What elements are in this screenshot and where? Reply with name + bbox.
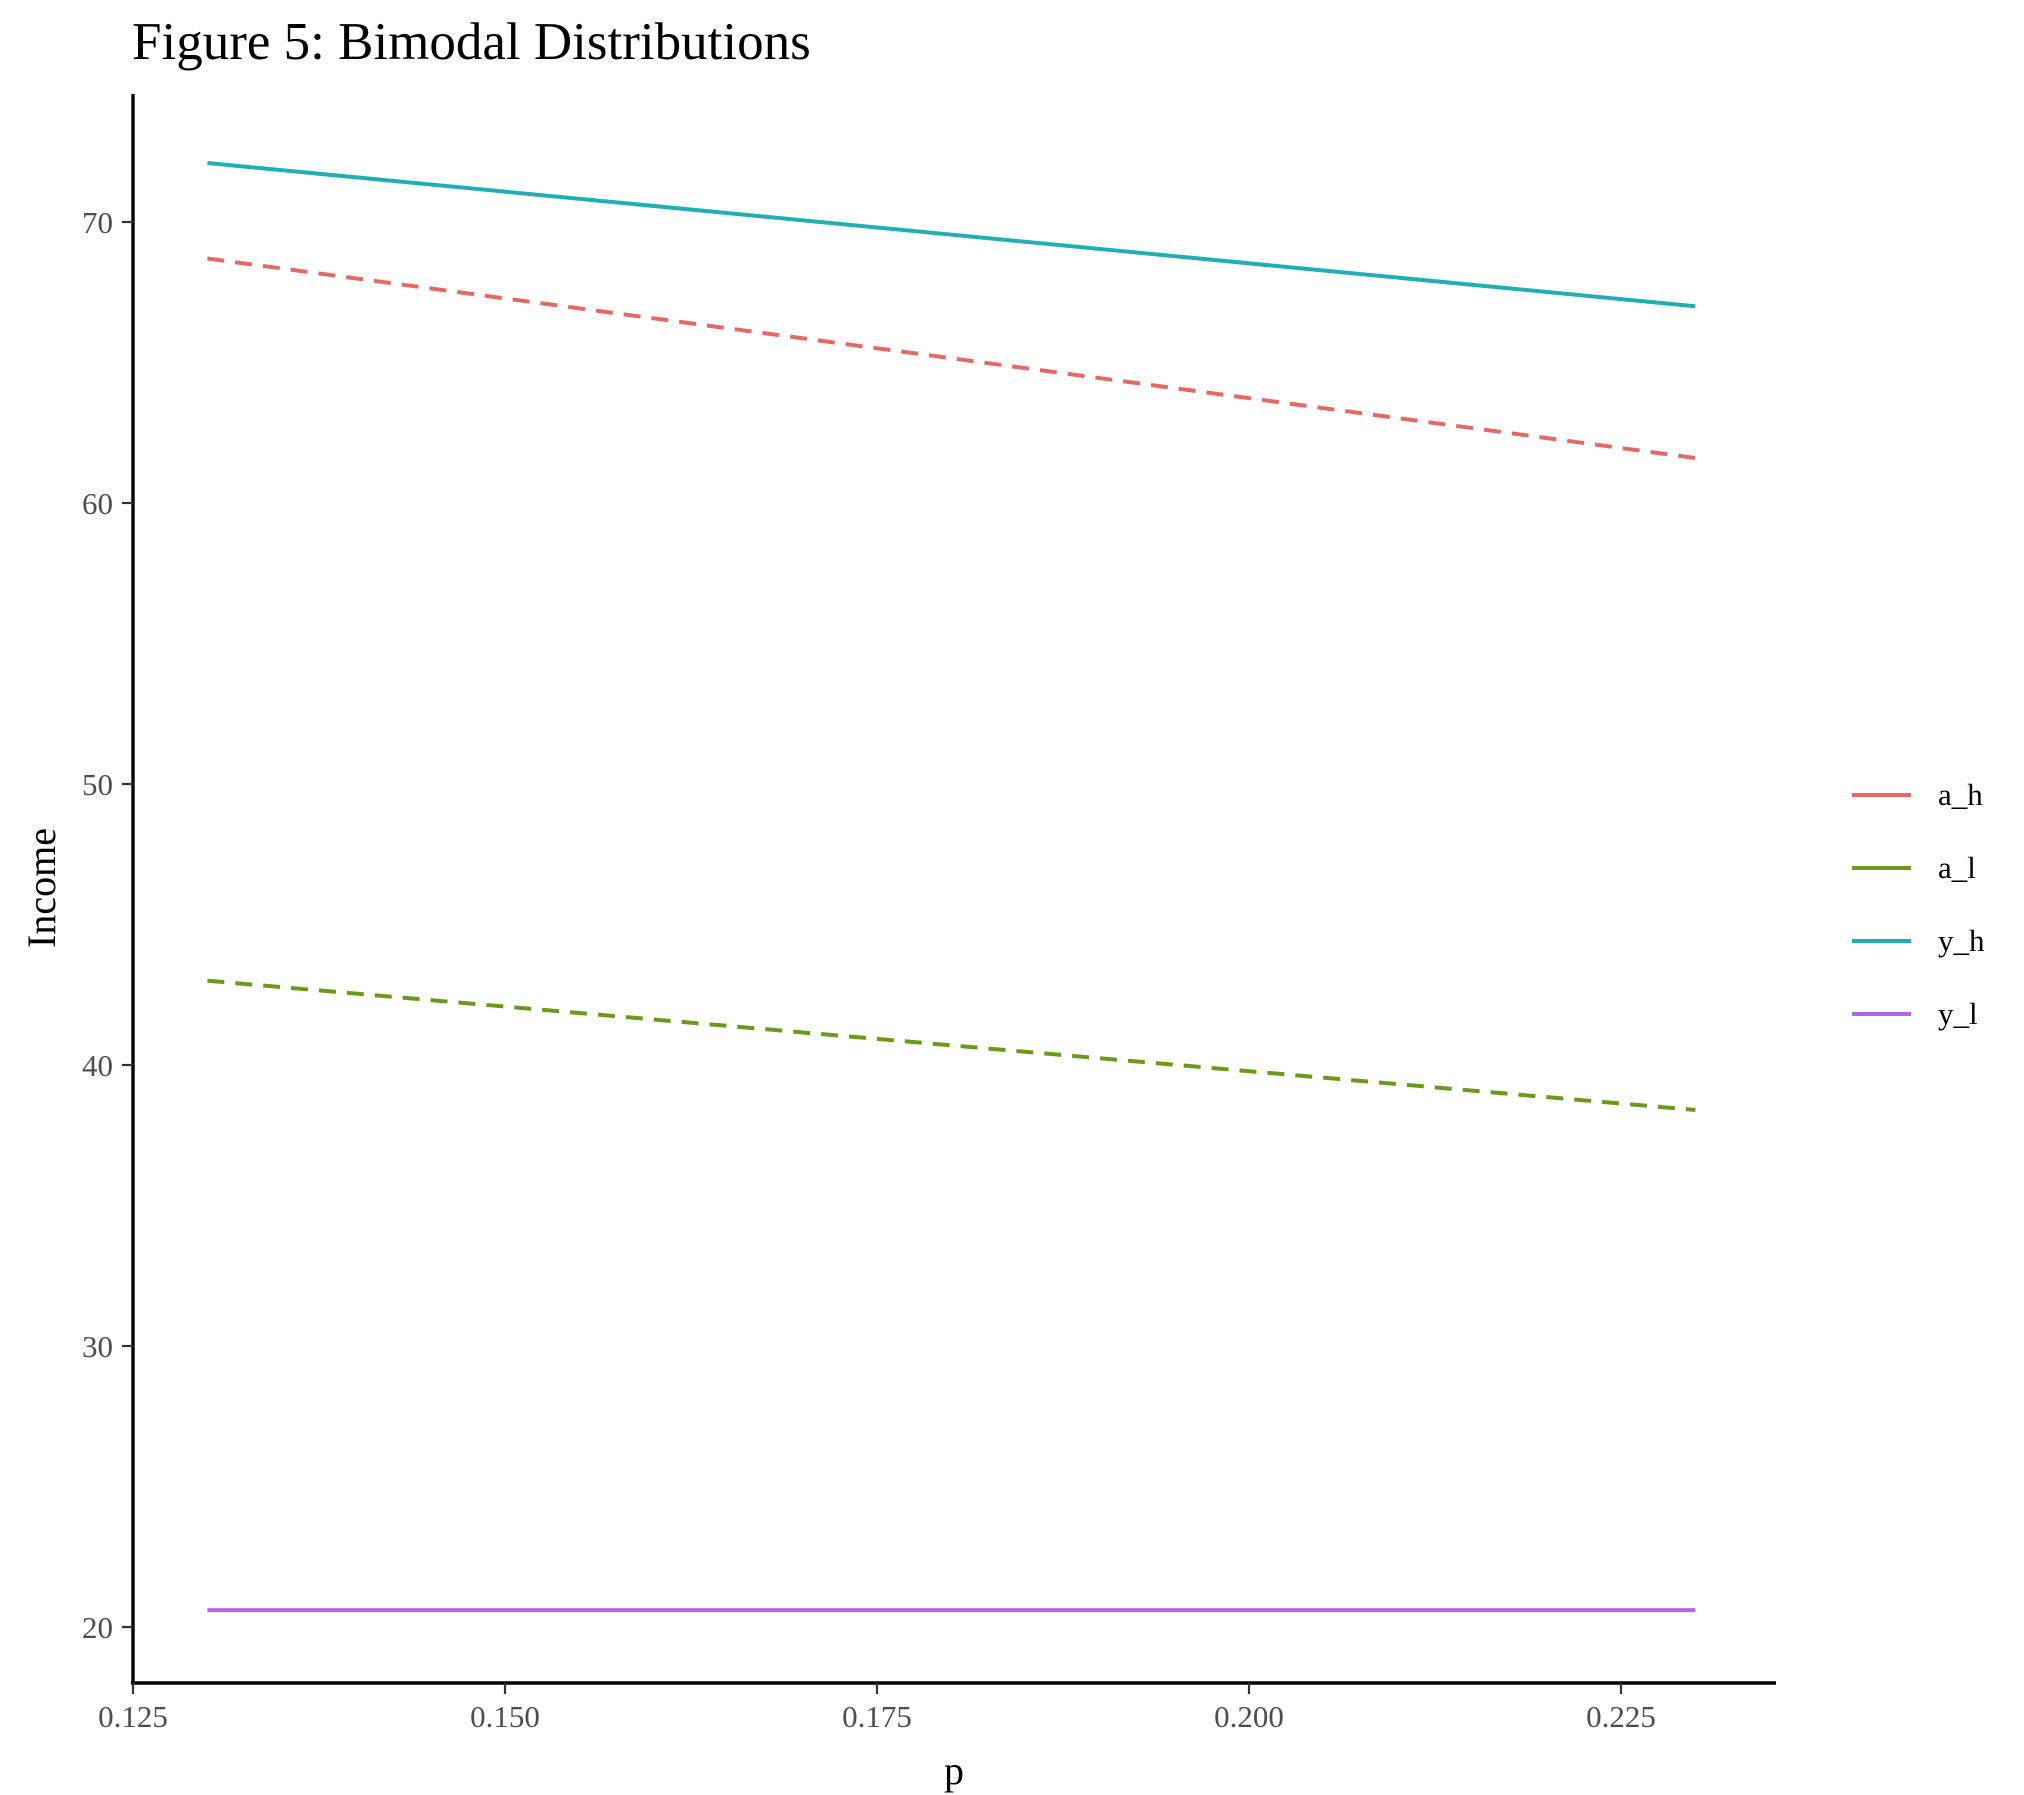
y-tick-label: 20	[82, 1610, 113, 1645]
legend-item-y-l: y_l	[1852, 996, 1978, 1031]
legend-label: a_h	[1938, 777, 1983, 812]
x-tick-label: 0.150	[470, 1699, 540, 1734]
series-line-a-l	[207, 978, 1696, 1112]
legend-label: y_h	[1938, 923, 1985, 958]
y-tick-label: 70	[82, 205, 113, 240]
series-line-a-h	[207, 256, 1696, 460]
series-layer	[207, 161, 1696, 1613]
y-tick-label: 60	[82, 486, 113, 521]
x-tick-label: 0.175	[842, 1699, 912, 1734]
x-tick-label: 0.200	[1214, 1699, 1284, 1734]
x-axis-title: p	[944, 1748, 964, 1793]
chart-title: Figure 5: Bimodal Distributions	[132, 13, 811, 71]
legend-label: y_l	[1938, 996, 1978, 1031]
y-axis-title: Income	[19, 828, 64, 948]
x-axis-ticks: 0.125 0.150 0.175 0.200 0.225	[98, 1683, 1656, 1734]
y-tick-label: 30	[82, 1329, 113, 1364]
legend: a_h a_l y_h y_l	[1852, 777, 1985, 1031]
legend-item-a-l: a_l	[1852, 850, 1976, 885]
legend-item-y-h: y_h	[1852, 923, 1985, 958]
y-tick-label: 50	[82, 767, 113, 802]
legend-label: a_l	[1938, 850, 1976, 885]
series-line-y-h	[207, 161, 1696, 309]
y-axis-ticks: 20 30 40 50 60 70	[82, 205, 133, 1645]
legend-item-a-h: a_h	[1852, 777, 1983, 812]
y-tick-label: 40	[82, 1048, 113, 1083]
x-tick-label: 0.225	[1586, 1699, 1656, 1734]
x-tick-label: 0.125	[98, 1699, 168, 1734]
